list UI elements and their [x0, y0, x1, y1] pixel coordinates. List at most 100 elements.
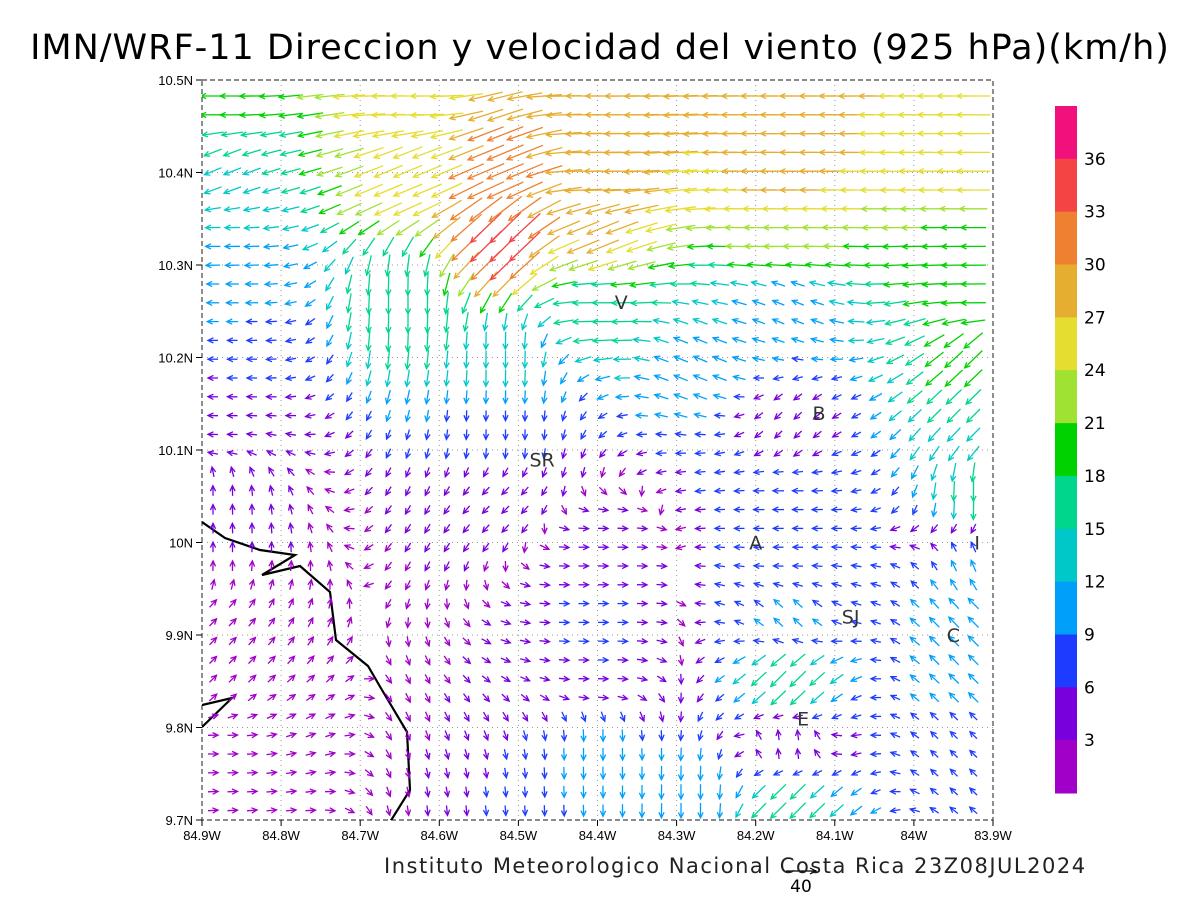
wind-vector: [385, 429, 392, 441]
wind-vector: [638, 730, 646, 742]
wind-vector: [424, 310, 431, 335]
wind-vector: [286, 674, 296, 683]
wind-vector: [597, 694, 610, 701]
wind-vector: [443, 674, 451, 685]
wind-vector: [663, 168, 698, 176]
wind-vector: [277, 93, 304, 100]
wind-vector: [384, 369, 392, 388]
wind-vector: [732, 562, 745, 570]
wind-vector: [789, 802, 807, 820]
wind-vector: [576, 374, 590, 383]
wind-vector: [558, 562, 571, 570]
wind-vector: [692, 374, 708, 382]
wind-vector: [716, 803, 724, 820]
wind-vector: [541, 429, 548, 441]
wind-vector: [674, 506, 687, 513]
wind-vector: [226, 374, 238, 382]
wind-vector: [346, 372, 353, 386]
wind-vector: [325, 674, 335, 683]
wind-vector: [444, 561, 450, 572]
wind-vector: [578, 675, 590, 682]
wind-vector: [404, 523, 412, 534]
colorbar-band: [1055, 158, 1077, 213]
wind-vector: [829, 804, 844, 818]
wind-vector: [969, 578, 978, 591]
wind-vector: [909, 788, 920, 795]
wind-vector: [773, 411, 783, 421]
wind-vector: [617, 638, 629, 645]
wind-vector: [463, 429, 470, 441]
wind-vector: [735, 768, 743, 779]
wind-vector: [558, 619, 571, 626]
wind-vector: [791, 468, 804, 476]
wind-vector: [281, 225, 299, 232]
wind-vector: [658, 730, 665, 742]
wind-vector: [751, 299, 766, 306]
wind-vector: [772, 374, 784, 382]
wind-vector: [677, 673, 685, 686]
wind-vector: [336, 202, 362, 216]
wind-vector: [463, 730, 470, 742]
wind-vector: [869, 769, 882, 776]
wind-vector: [246, 788, 259, 795]
wind-vector: [244, 280, 259, 288]
wind-vector: [268, 559, 275, 572]
wind-vector: [695, 656, 705, 664]
wind-vector: [864, 299, 886, 307]
wind-vector: [907, 409, 922, 423]
wind-vector: [791, 355, 804, 363]
colorbar: 36 33 30 27 24 21 18 15 12 9 6 3: [1055, 106, 1106, 794]
wind-vector: [205, 318, 219, 325]
wind-vector: [540, 370, 548, 387]
wind-vector: [733, 525, 745, 532]
wind-vector: [521, 448, 529, 460]
wind-vector: [560, 391, 567, 404]
wind-vector: [268, 484, 275, 496]
wind-vector: [404, 329, 411, 353]
wind-vector: [385, 786, 392, 798]
wind-vector: [967, 616, 980, 629]
wind-vector: [207, 788, 220, 795]
x-tick-label: 84.5W: [500, 828, 538, 843]
wind-vector: [248, 598, 256, 609]
wind-vector: [284, 412, 296, 419]
wind-vector: [850, 468, 862, 476]
wind-vector: [365, 448, 373, 459]
wind-vector: [239, 131, 263, 138]
wind-vector: [751, 355, 766, 363]
wind-vector: [405, 467, 412, 478]
wind-vector: [695, 674, 705, 684]
wind-vector: [655, 468, 667, 476]
wind-vector: [404, 409, 411, 423]
wind-vector: [384, 693, 393, 703]
wind-vector: [948, 673, 960, 684]
wind-vector: [541, 486, 548, 497]
wind-vector: [539, 544, 551, 551]
wind-vector: [449, 197, 483, 221]
wind-vector: [694, 600, 706, 607]
wind-vector: [594, 375, 611, 382]
wind-vector: [366, 410, 372, 422]
wind-vector: [633, 374, 650, 381]
wind-vector: [307, 616, 314, 628]
wind-vector: [642, 149, 679, 157]
wind-vector: [771, 638, 784, 645]
wind-vector: [850, 544, 862, 551]
wind-vector: [674, 544, 686, 551]
wind-vector: [811, 393, 823, 401]
wind-vector: [597, 656, 610, 664]
wind-vector: [618, 486, 628, 496]
wind-vector: [888, 410, 902, 422]
wind-vector: [672, 374, 689, 382]
wind-vector: [248, 578, 256, 590]
wind-vector: [541, 410, 548, 423]
wind-vector: [430, 164, 463, 179]
wind-vector: [729, 280, 749, 287]
wind-vector: [227, 769, 240, 776]
wind-vector: [597, 412, 608, 419]
wind-vector: [248, 655, 257, 665]
wind-vector: [285, 450, 296, 457]
wind-vector: [298, 186, 321, 195]
wind-vector: [677, 784, 685, 801]
wind-vector: [306, 485, 315, 496]
